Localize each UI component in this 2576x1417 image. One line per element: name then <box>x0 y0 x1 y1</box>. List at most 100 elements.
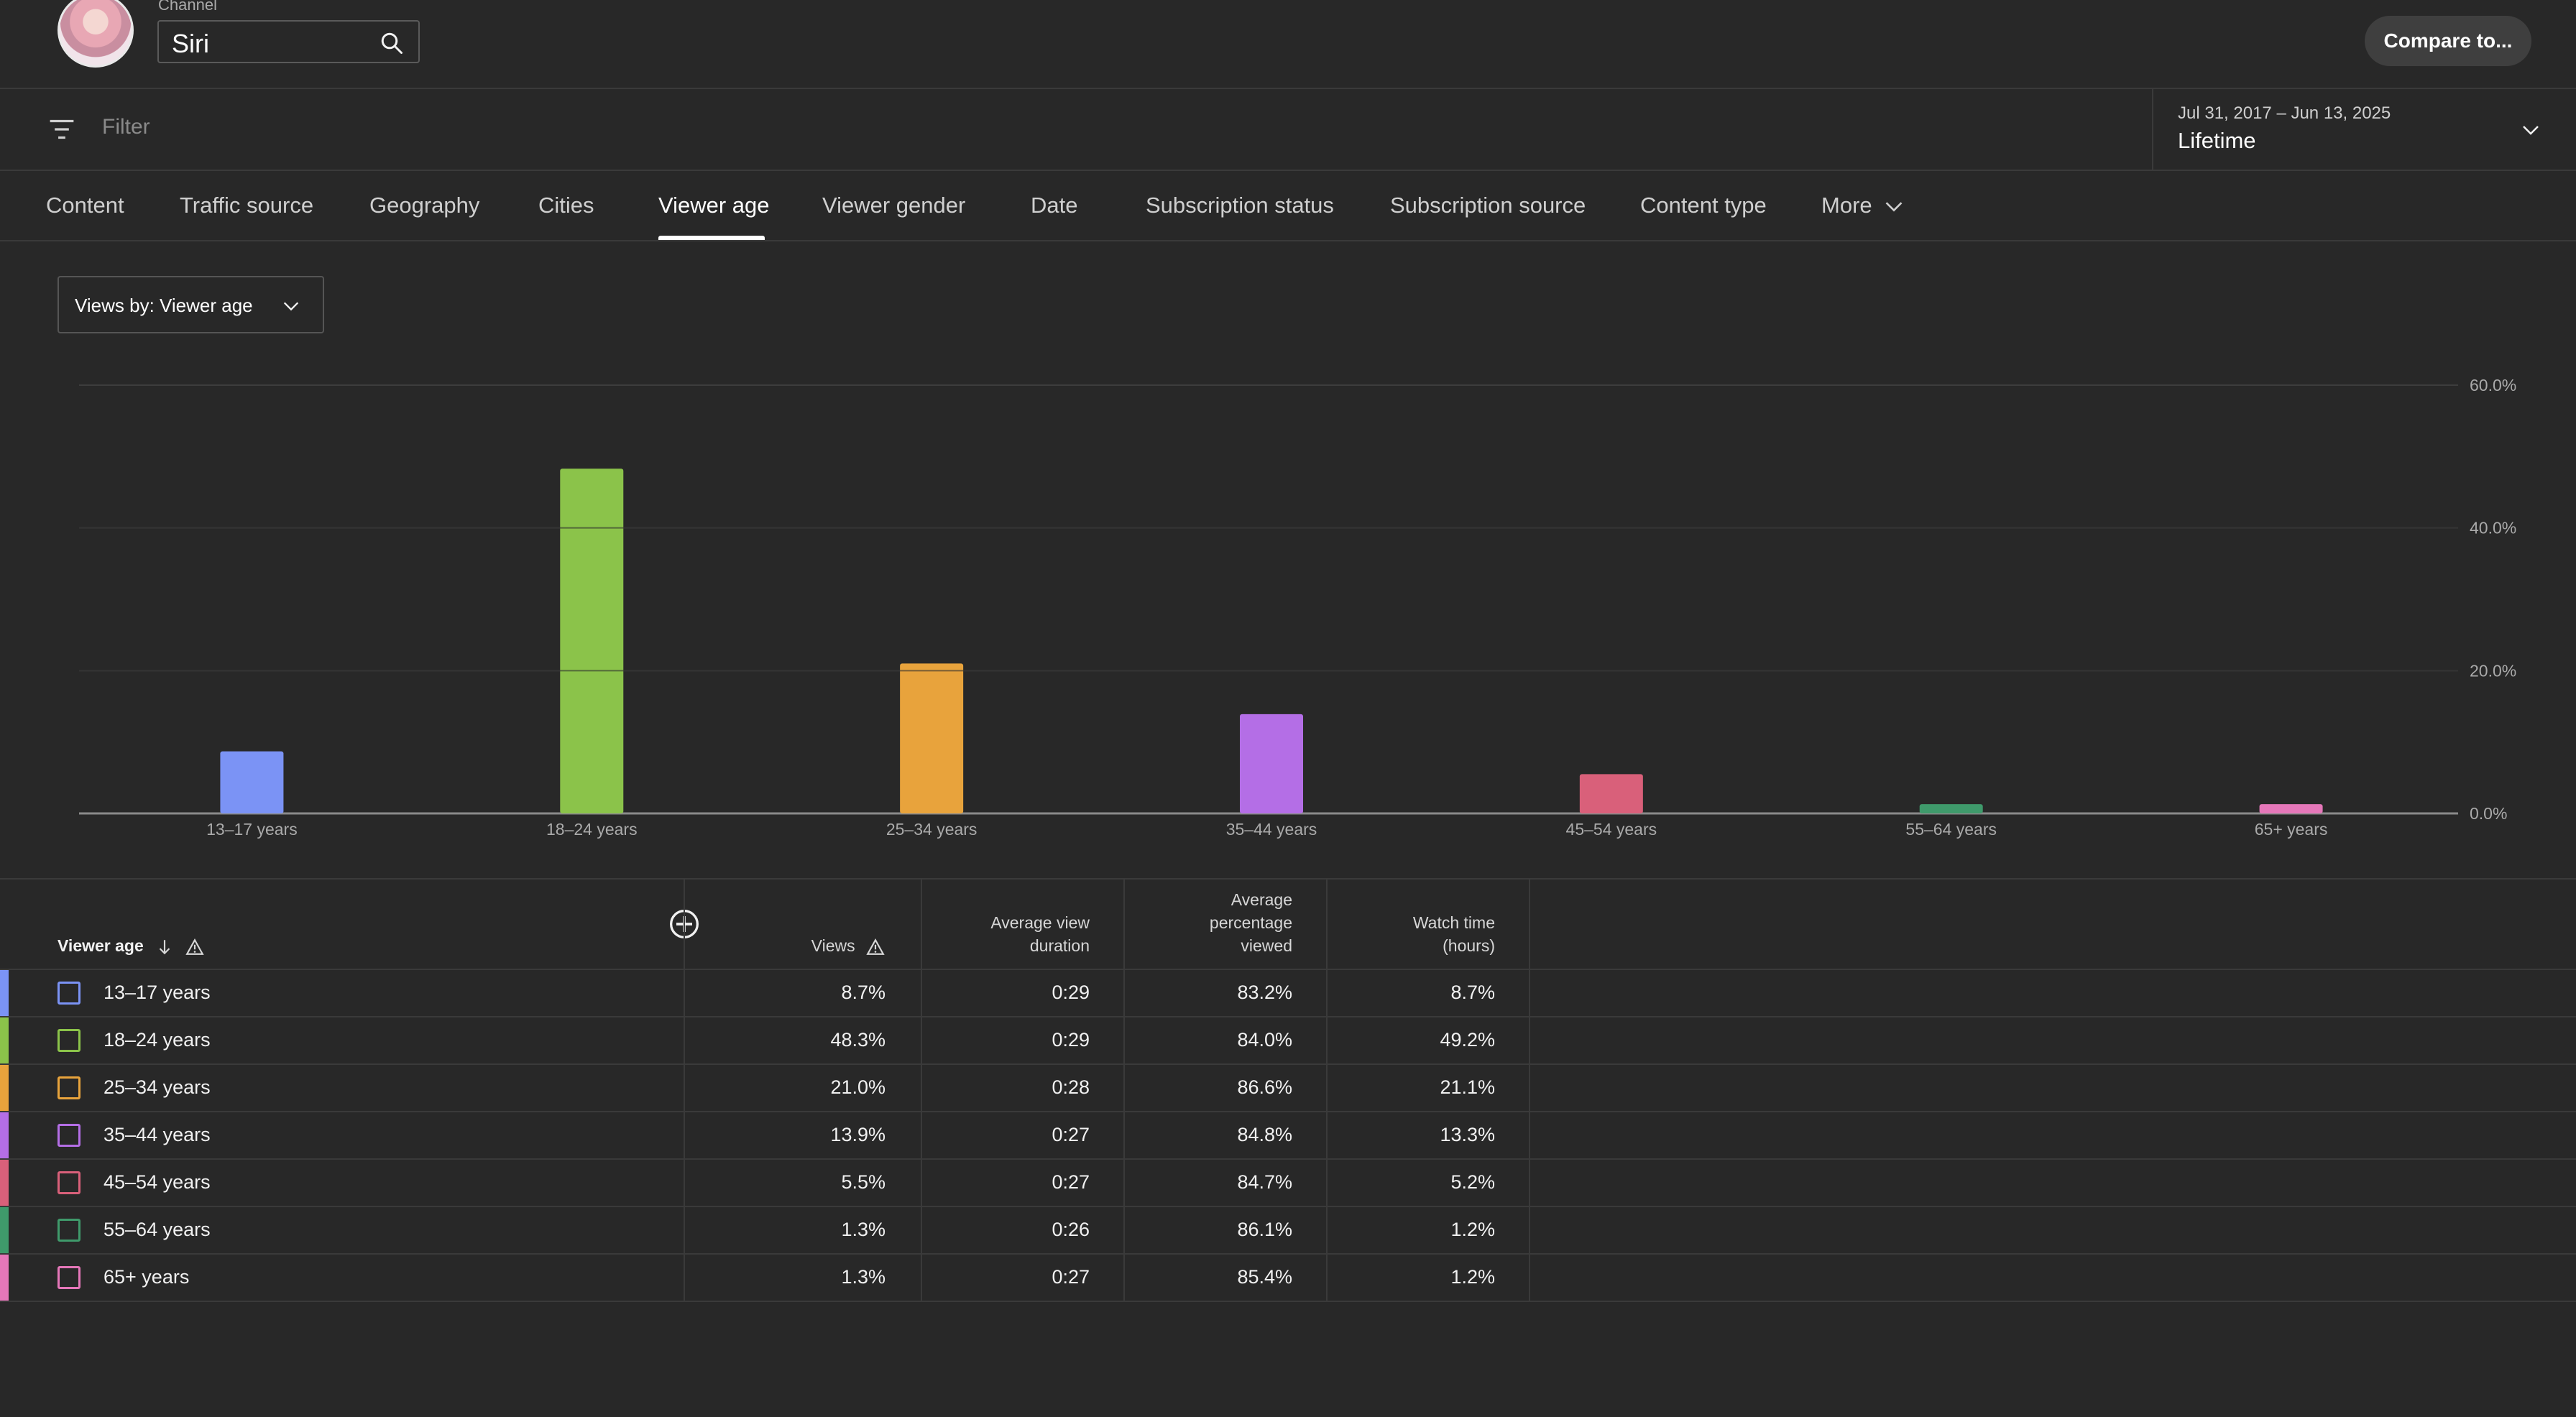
cell-watch-time: 1.2% <box>1450 1266 1495 1288</box>
tab-cities[interactable]: Cities <box>538 193 594 218</box>
filter-input[interactable]: Filter <box>102 115 150 139</box>
tab-date[interactable]: Date <box>1031 193 1078 218</box>
channel-name: Siri <box>172 29 209 58</box>
active-tab-indicator <box>658 236 765 240</box>
cell-watch-time: 8.7% <box>1450 982 1495 1003</box>
row-color-strip <box>0 1207 9 1253</box>
cell-avd: 0:27 <box>1052 1266 1090 1288</box>
views-by-label: Views by: Viewer age <box>75 295 253 316</box>
viewer-age-bar-chart: 0.0% 20.0% 40.0% 60.0% 13–17 years 18–24 year… <box>79 376 2516 839</box>
cell-views: 5.5% <box>841 1171 886 1193</box>
table-row: 65+ years 1.3% 0:27 85.4% 1.2% <box>0 1255 2576 1302</box>
header-avd-line1: Average view <box>990 913 1090 932</box>
warning-icon[interactable] <box>865 938 886 956</box>
channel-selector[interactable]: Siri <box>157 20 420 63</box>
header-viewer-age-label: Viewer age <box>58 936 144 955</box>
bar <box>2259 804 2323 813</box>
chevron-down-icon <box>2523 126 2539 135</box>
cell-views: 8.7% <box>841 982 886 1003</box>
column-divider <box>1529 878 1530 1302</box>
tab-content[interactable]: Content <box>46 193 124 218</box>
header-avd-line2: duration <box>1029 936 1090 955</box>
row-divider <box>0 1063 2576 1065</box>
compare-to-button[interactable]: Compare to... <box>2365 16 2531 66</box>
cell-watch-time: 13.3% <box>1440 1124 1495 1145</box>
row-label: 35–44 years <box>104 1124 211 1145</box>
cell-avd: 0:29 <box>1052 1029 1090 1051</box>
tab-more[interactable]: More <box>1821 193 1904 218</box>
row-checkbox[interactable] <box>58 1219 80 1242</box>
header-watch-time[interactable]: Watch time (hours) <box>1413 911 1495 957</box>
cell-watch-time: 49.2% <box>1440 1029 1495 1051</box>
row-label: 13–17 years <box>104 982 211 1003</box>
table-row: 13–17 years 8.7% 0:29 83.2% 8.7% <box>0 970 2576 1017</box>
cell-avd: 0:27 <box>1052 1171 1090 1193</box>
header-wt-line1: Watch time <box>1412 913 1495 932</box>
header-apv-line3: viewed <box>1241 936 1292 955</box>
cell-apv: 85.4% <box>1237 1266 1292 1288</box>
x-tick-label: 45–54 years <box>1566 820 1657 839</box>
row-checkbox[interactable] <box>58 1029 80 1052</box>
row-checkbox[interactable] <box>58 1124 80 1147</box>
sort-arrow-down-icon[interactable] <box>155 938 174 956</box>
chevron-down-icon <box>283 302 299 311</box>
tab-subscription-status[interactable]: Subscription status <box>1146 193 1334 218</box>
date-range-text: Jul 31, 2017 – Jun 13, 2025 <box>2178 103 2391 123</box>
row-checkbox[interactable] <box>58 1076 80 1099</box>
tab-viewer-age[interactable]: Viewer age <box>658 193 770 218</box>
bar <box>220 751 284 813</box>
tab-geography[interactable]: Geography <box>369 193 480 218</box>
row-divider <box>0 1158 2576 1160</box>
cell-apv: 83.2% <box>1237 982 1292 1003</box>
column-divider <box>1123 878 1125 1302</box>
header-avg-percentage-viewed[interactable]: Average percentage viewed <box>1210 888 1292 957</box>
cell-avd: 0:28 <box>1052 1076 1090 1098</box>
column-divider <box>1326 878 1328 1302</box>
table-top-border <box>0 878 2576 880</box>
search-icon[interactable] <box>379 30 405 56</box>
bar <box>560 469 624 813</box>
header-views-label: Views <box>811 936 855 955</box>
row-checkbox[interactable] <box>58 1266 80 1289</box>
bar <box>1579 774 1643 813</box>
header-viewer-age[interactable]: Viewer age <box>58 934 205 957</box>
row-color-strip <box>0 1255 9 1301</box>
channel-avatar[interactable] <box>58 0 134 68</box>
row-color-strip <box>0 1065 9 1111</box>
date-period-text: Lifetime <box>2178 128 2256 153</box>
cell-apv: 86.1% <box>1237 1219 1292 1240</box>
header-avg-view-duration[interactable]: Average view duration <box>990 911 1090 957</box>
row-divider <box>0 1016 2576 1017</box>
date-range-picker[interactable]: Jul 31, 2017 – Jun 13, 2025 Lifetime <box>2152 89 2576 171</box>
row-color-strip <box>0 1017 9 1063</box>
bar <box>900 663 964 813</box>
cell-avd: 0:29 <box>1052 982 1090 1003</box>
row-checkbox[interactable] <box>58 982 80 1005</box>
table-row: 25–34 years 21.0% 0:28 86.6% 21.1% <box>0 1065 2576 1112</box>
cell-avd: 0:26 <box>1052 1219 1090 1240</box>
y-tick-label: 0.0% <box>2470 804 2507 823</box>
row-label: 18–24 years <box>104 1029 211 1051</box>
column-divider <box>921 878 922 1302</box>
bar <box>1919 804 1983 813</box>
cell-apv: 86.6% <box>1237 1076 1292 1098</box>
row-color-strip <box>0 1112 9 1158</box>
cell-watch-time: 21.1% <box>1440 1076 1495 1098</box>
views-by-dropdown[interactable]: Views by: Viewer age <box>58 276 324 333</box>
chevron-down-icon <box>1885 202 1903 212</box>
tab-traffic-source[interactable]: Traffic source <box>180 193 314 218</box>
table-row: 45–54 years 5.5% 0:27 84.7% 5.2% <box>0 1160 2576 1207</box>
header-wt-line2: (hours) <box>1443 936 1495 955</box>
viewer-age-table: Viewer age Views Average view duration A… <box>0 878 2576 1302</box>
filter-icon[interactable] <box>47 116 76 142</box>
top-header: Channel Siri Compare to... <box>0 0 2576 89</box>
row-checkbox[interactable] <box>58 1171 80 1194</box>
tab-subscription-source[interactable]: Subscription source <box>1390 193 1586 218</box>
tab-viewer-gender[interactable]: Viewer gender <box>822 193 966 218</box>
warning-icon[interactable] <box>185 938 205 956</box>
header-views[interactable]: Views <box>811 934 886 957</box>
tab-content-type[interactable]: Content type <box>1640 193 1767 218</box>
cell-apv: 84.0% <box>1237 1029 1292 1051</box>
row-color-strip <box>0 970 9 1016</box>
cell-apv: 84.8% <box>1237 1124 1292 1145</box>
